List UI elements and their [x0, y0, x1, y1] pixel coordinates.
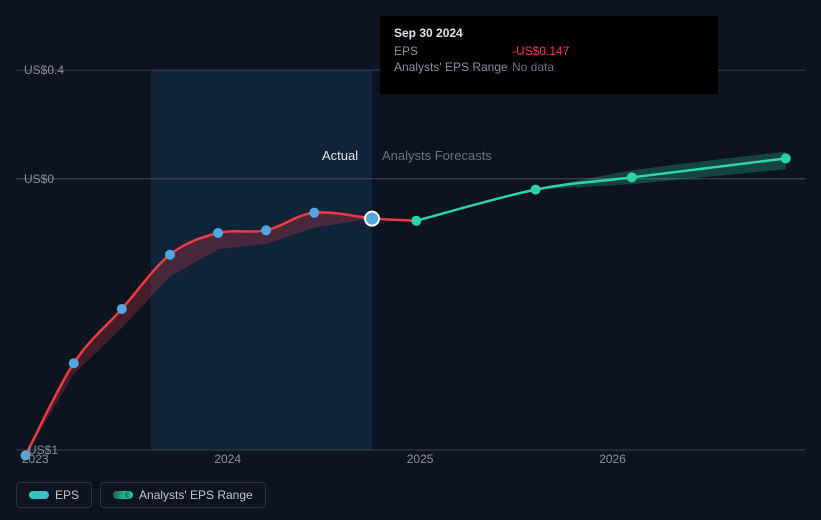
tooltip-row-eps: EPS -US$0.147 [394, 44, 704, 58]
legend-label: EPS [55, 488, 79, 502]
tooltip-date: Sep 30 2024 [394, 26, 704, 40]
x-axis-label: 2025 [407, 452, 434, 466]
section-label-forecast: Analysts Forecasts [382, 148, 492, 163]
eps-chart: Sep 30 2024 EPS -US$0.147 Analysts' EPS … [0, 0, 821, 520]
legend-label: Analysts' EPS Range [139, 488, 253, 502]
legend-item-eps[interactable]: EPS [16, 482, 92, 508]
x-axis-label: 2023 [22, 452, 49, 466]
legend-swatch [113, 491, 131, 499]
tooltip-value: No data [512, 60, 554, 74]
tooltip-row-range: Analysts' EPS Range No data [394, 60, 704, 74]
chart-legend: EPS Analysts' EPS Range [16, 482, 266, 508]
legend-item-range[interactable]: Analysts' EPS Range [100, 482, 266, 508]
section-label-actual: Actual [322, 148, 358, 163]
legend-swatch [29, 491, 47, 499]
x-axis-label: 2024 [214, 452, 241, 466]
chart-tooltip: Sep 30 2024 EPS -US$0.147 Analysts' EPS … [380, 16, 718, 94]
y-axis-label: US$0 [24, 172, 54, 186]
tooltip-key: EPS [394, 44, 512, 58]
tooltip-key: Analysts' EPS Range [394, 60, 512, 74]
tooltip-value: -US$0.147 [512, 44, 569, 58]
x-axis-label: 2026 [599, 452, 626, 466]
y-axis-label: US$0.4 [24, 63, 64, 77]
